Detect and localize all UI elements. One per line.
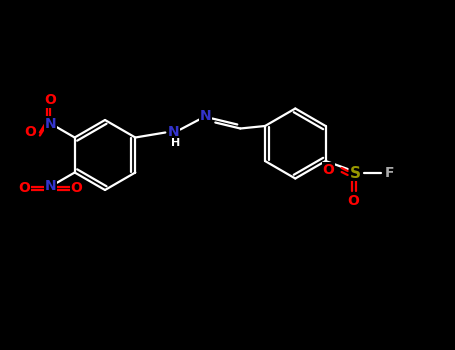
Text: O: O (71, 181, 82, 195)
Text: O: O (19, 181, 30, 195)
Text: O: O (24, 126, 36, 140)
Text: O: O (45, 93, 56, 107)
Text: N: N (45, 180, 56, 194)
Text: N: N (45, 117, 56, 131)
Text: O: O (348, 194, 359, 208)
Text: H: H (171, 139, 180, 148)
Text: S: S (350, 166, 361, 181)
Text: O: O (323, 163, 334, 177)
Text: N: N (199, 110, 211, 124)
Text: F: F (385, 166, 394, 180)
Text: N: N (167, 126, 179, 140)
